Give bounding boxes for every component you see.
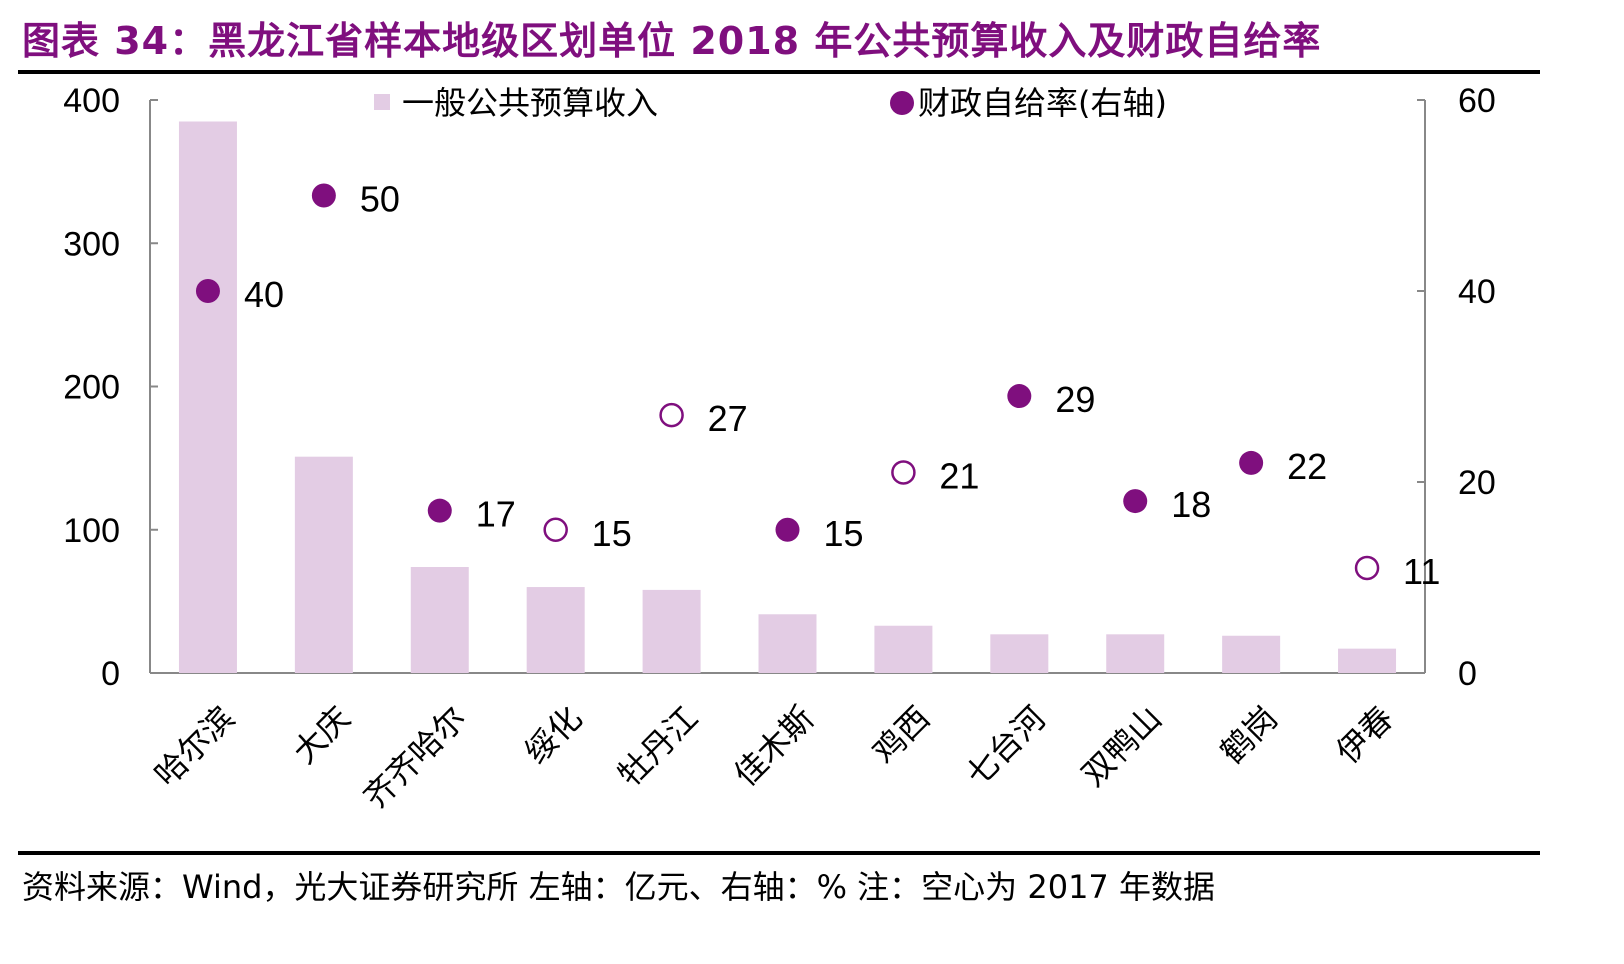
left-tick-label: 200 [63,369,120,407]
bar-牡丹江 [642,589,701,673]
category-label: 双鸭山 [1074,699,1169,794]
category-label: 佳木斯 [726,699,821,794]
data-label: 11 [1403,551,1440,592]
left-tick-label: 100 [63,512,120,550]
right-tick-label: 20 [1458,464,1496,502]
bar-绥化 [526,587,585,673]
category-label: 大庆 [285,699,357,771]
bar-大庆 [294,456,353,673]
category-label: 哈尔滨 [147,699,242,794]
dot-鹤岗 [1239,450,1264,475]
left-tick-label: 300 [63,225,120,263]
bar-七台河 [990,634,1049,673]
data-label: 27 [708,398,748,439]
legend-bar-swatch [374,94,390,110]
data-label: 29 [1055,379,1095,420]
category-label: 牡丹江 [611,699,706,794]
category-label: 鸡西 [865,699,937,771]
category-label: 伊春 [1329,699,1401,771]
category-label: 齐齐哈尔 [356,699,473,816]
data-label: 18 [1171,484,1211,525]
dot-齐齐哈尔 [427,498,452,523]
data-label: 22 [1287,446,1327,487]
bar-伊春 [1338,648,1397,673]
data-label: 50 [360,179,400,220]
bottom-divider [18,851,1540,855]
right-tick-label: 0 [1458,655,1477,693]
left-tick-label: 400 [63,82,120,120]
right-tick-label: 60 [1458,82,1496,120]
dot-大庆 [311,183,336,208]
dot-哈尔滨 [195,279,220,303]
data-label: 21 [939,455,979,496]
dot-双鸭山 [1123,489,1148,514]
bar-双鸭山 [1106,634,1165,673]
bar-佳木斯 [758,614,817,673]
legend-dot-swatch [890,91,914,115]
data-label: 15 [824,513,864,554]
bar-哈尔滨 [178,121,237,674]
bar-鸡西 [874,625,933,673]
category-label: 鹤岗 [1213,699,1285,771]
data-label: 15 [592,513,632,554]
source-note: 资料来源：Wind，光大证券研究所 左轴：亿元、右轴：% 注：空心为 2017 … [22,868,1215,906]
dot-伊春 [1354,555,1380,581]
category-label: 绥化 [517,699,589,771]
legend-label: 一般公共预算收入 [402,84,658,122]
dot-七台河 [1007,384,1032,409]
bar-齐齐哈尔 [410,566,469,673]
dot-绥化 [543,517,568,542]
right-tick-label: 40 [1458,273,1496,311]
dot-牡丹江 [659,402,684,428]
data-label: 17 [476,494,516,535]
top-divider [18,70,1540,74]
legend-label: 财政自给率(右轴) [918,84,1167,122]
category-label: 七台河 [958,699,1053,794]
left-tick-label: 0 [101,655,120,693]
dot-鸡西 [891,460,916,485]
bar-鹤岗 [1222,635,1281,673]
dot-佳木斯 [775,517,800,542]
data-label: 40 [244,274,284,315]
chart-title: 图表 34：黑龙江省样本地级区划单位 2018 年公共预算收入及财政自给率 [22,19,1322,63]
